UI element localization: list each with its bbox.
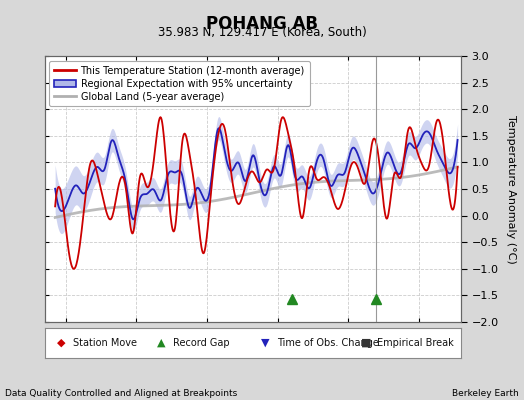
Text: ◆: ◆ bbox=[57, 338, 66, 348]
Text: Record Gap: Record Gap bbox=[173, 338, 230, 348]
Text: Station Move: Station Move bbox=[73, 338, 137, 348]
Text: 35.983 N, 129.417 E (Korea, South): 35.983 N, 129.417 E (Korea, South) bbox=[158, 26, 366, 39]
Text: ▲: ▲ bbox=[157, 338, 166, 348]
Text: ■: ■ bbox=[361, 338, 372, 348]
Text: ▼: ▼ bbox=[261, 338, 270, 348]
Legend: This Temperature Station (12-month average), Regional Expectation with 95% uncer: This Temperature Station (12-month avera… bbox=[49, 61, 310, 106]
Y-axis label: Temperature Anomaly (°C): Temperature Anomaly (°C) bbox=[506, 115, 516, 263]
Text: Berkeley Earth: Berkeley Earth bbox=[452, 389, 519, 398]
Text: POHANG AB: POHANG AB bbox=[206, 15, 318, 33]
Text: Empirical Break: Empirical Break bbox=[377, 338, 454, 348]
Text: Time of Obs. Change: Time of Obs. Change bbox=[277, 338, 379, 348]
Text: Data Quality Controlled and Aligned at Breakpoints: Data Quality Controlled and Aligned at B… bbox=[5, 389, 237, 398]
